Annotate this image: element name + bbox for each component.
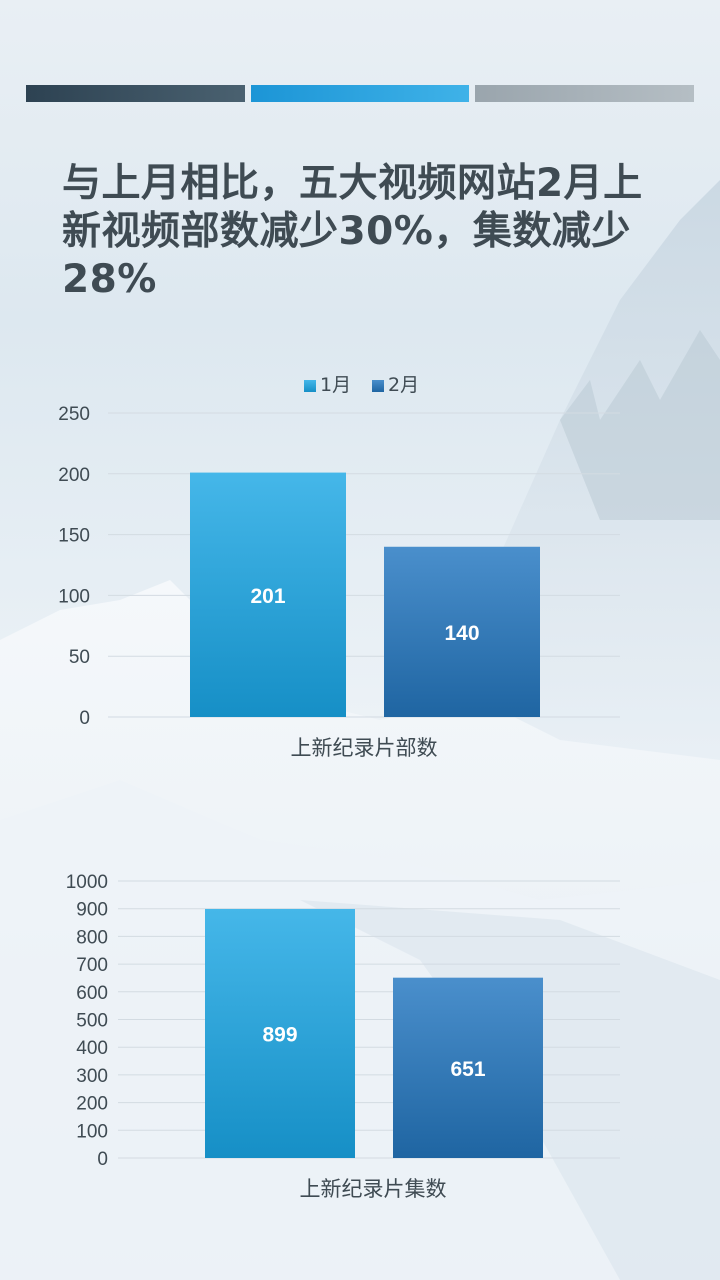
legend-label-1: 1月	[320, 374, 351, 396]
y-tick-label: 1000	[66, 872, 108, 893]
y-tick-label: 0	[97, 1149, 108, 1170]
y-tick-label: 50	[69, 647, 90, 668]
y-tick-label: 250	[58, 404, 90, 425]
decorative-bar-blue	[251, 85, 469, 102]
legend-swatch-2	[372, 380, 384, 392]
decorative-bar-dark	[26, 85, 245, 102]
chart-documentary-count: 1月 2月 0 50 100 150 200 250 201 140 上新纪录片部数	[58, 374, 620, 760]
y-tick-label: 200	[58, 465, 90, 486]
data-label-2: 651	[450, 1058, 485, 1081]
y-tick-label: 100	[76, 1121, 108, 1142]
y-tick-label: 600	[76, 983, 108, 1004]
y-tick-label: 800	[76, 927, 108, 948]
legend-label-2: 2月	[388, 374, 419, 396]
data-label-1: 899	[262, 1023, 297, 1046]
x-axis-category-label: 上新纪录片部数	[291, 736, 438, 760]
data-label-2: 140	[444, 622, 479, 645]
x-axis-category-label: 上新纪录片集数	[300, 1177, 447, 1201]
y-tick-label: 100	[58, 586, 90, 607]
data-label-1: 201	[250, 585, 285, 608]
y-tick-label: 0	[79, 708, 90, 729]
bar-1	[190, 472, 346, 717]
y-tick-label: 200	[76, 1094, 108, 1115]
y-tick-label: 900	[76, 900, 108, 921]
legend-swatch-1	[304, 380, 316, 392]
y-tick-label: 500	[76, 1011, 108, 1032]
bar-2	[384, 546, 540, 717]
page-title: 与上月相比，五大视频网站2月上新视频部数减少30%，集数减少28%	[62, 161, 643, 302]
y-tick-label: 400	[76, 1038, 108, 1059]
decorative-bar-gray	[475, 85, 694, 102]
bar-2	[393, 977, 543, 1158]
y-tick-label: 300	[76, 1066, 108, 1087]
bar-1	[205, 908, 355, 1158]
y-tick-label: 150	[58, 526, 90, 547]
y-tick-label: 700	[76, 955, 108, 976]
chart-documentary-episodes: 0 100 200 300 400 500 600 700 800 900 1000 899 651 上新…	[66, 872, 620, 1201]
